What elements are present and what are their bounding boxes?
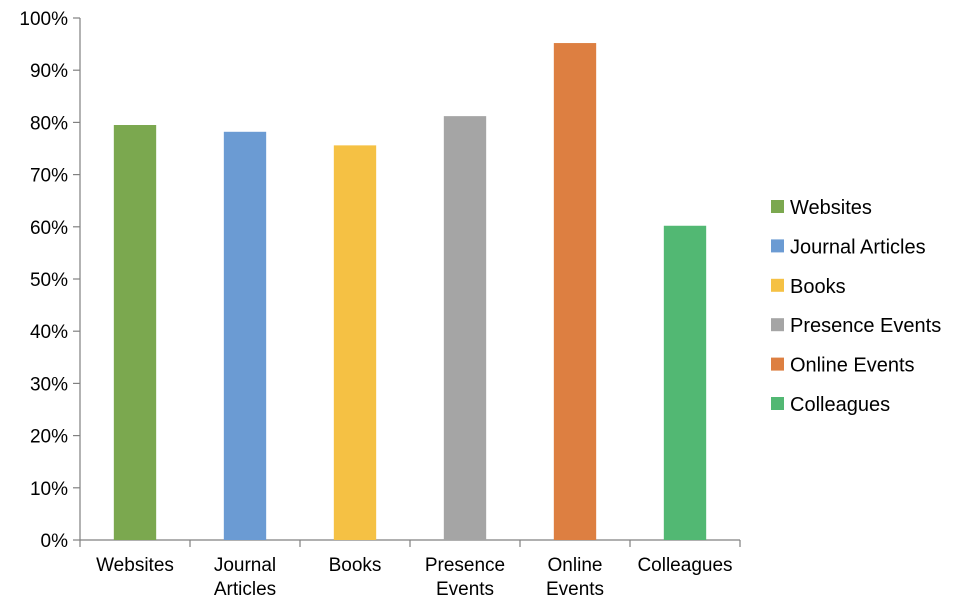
bar-online-events [553, 43, 597, 540]
legend-label: Journal Articles [790, 236, 926, 258]
x-tick-label: Books [329, 555, 382, 576]
x-tick-label-line: Books [329, 555, 382, 576]
x-tick-label-line: Websites [96, 555, 174, 576]
y-axis: 0% 10% 20% 30% 40% 50% 60% 70% 80% 90% 100% [19, 9, 81, 552]
legend-swatch [771, 397, 784, 410]
x-tick-label-line: Events [436, 579, 494, 600]
y-tick-label: 10% [30, 479, 68, 500]
category-labels: Websites Journal Articles Books Presence Even… [96, 555, 732, 600]
legend-swatch [771, 357, 784, 371]
legend-swatch [771, 200, 784, 213]
x-tick-label-line: Online [548, 555, 603, 576]
x-tick-label: Journal Articles [214, 555, 276, 600]
y-tick-label: 50% [30, 270, 68, 291]
legend-swatch [771, 239, 784, 253]
legend-label: Online Events [790, 355, 915, 377]
x-tick-label-line: Events [546, 579, 604, 600]
bar-presence-events [443, 116, 487, 541]
x-tick-label: Presence Events [425, 555, 505, 600]
y-tick-label: 90% [30, 61, 68, 82]
legend-swatch [771, 318, 784, 332]
legend-label: Presence Events [790, 315, 941, 337]
legend-label: Websites [790, 197, 872, 219]
x-tick-label-line: Colleagues [637, 555, 732, 576]
y-tick-label: 60% [30, 218, 68, 239]
x-tick-label: Colleagues [637, 555, 732, 576]
y-tick-label: 40% [30, 322, 68, 343]
bar-books [333, 145, 377, 541]
x-tick-label: Websites [96, 555, 174, 576]
y-tick-label: 30% [30, 374, 68, 395]
legend-swatch [771, 278, 784, 292]
bar-journal-articles [223, 131, 267, 540]
x-tick-label-line: Articles [214, 579, 276, 600]
legend-label: Books [790, 276, 846, 298]
y-tick-label: 0% [41, 531, 69, 552]
y-tick-label: 20% [30, 427, 68, 448]
bar-websites [113, 125, 157, 540]
x-tick-label-line: Presence [425, 555, 505, 576]
bar-colleagues [663, 225, 707, 541]
x-tick-label: Online Events [546, 555, 604, 600]
y-tick-label: 100% [19, 9, 68, 30]
y-tick-label: 80% [30, 113, 68, 134]
legend: Websites Journal Articles Books Presence Ev… [771, 197, 941, 416]
x-tick-label-line: Journal [214, 555, 276, 576]
y-tick-label: 70% [30, 166, 68, 187]
x-axis [79, 539, 741, 547]
legend-label: Colleagues [790, 394, 890, 416]
bars [113, 43, 707, 541]
